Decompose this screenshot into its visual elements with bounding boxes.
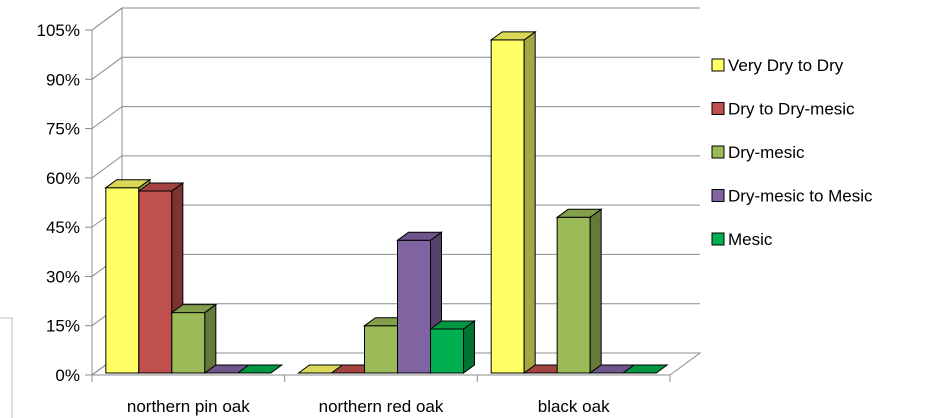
legend-item: Dry-mesic xyxy=(711,143,805,162)
y-tick-label: 0% xyxy=(55,366,80,385)
bar-top xyxy=(621,364,669,374)
bar xyxy=(489,30,537,374)
legend-item: Dry-mesic to Mesic xyxy=(711,187,873,206)
bar-front xyxy=(556,216,591,374)
x-tick-label: northern red oak xyxy=(319,397,444,416)
bar-top xyxy=(104,179,152,189)
legend-swatch xyxy=(711,232,725,246)
bar-front xyxy=(397,239,431,374)
legend-swatch xyxy=(711,102,725,115)
chart-frame-fragment xyxy=(0,317,13,418)
bar-front xyxy=(364,325,398,374)
bar-front xyxy=(171,312,206,374)
bar-top xyxy=(170,304,218,314)
legend-swatch xyxy=(711,58,725,72)
y-tick-label: 15% xyxy=(46,317,80,336)
legend-swatch xyxy=(711,145,725,159)
bar-top xyxy=(555,208,603,218)
bar-top xyxy=(395,231,444,241)
legend-item: Very Dry to Dry xyxy=(711,56,844,75)
legend-label: Mesic xyxy=(728,230,773,249)
legend-label: Very Dry to Dry xyxy=(728,56,844,75)
gridline xyxy=(91,7,700,31)
bar-side xyxy=(204,303,217,374)
y-tick-labels: 0% 15% 30% 45% 60% 75% 90% 105% xyxy=(37,21,80,385)
bar-front xyxy=(490,39,525,374)
legend-label: Dry to Dry-mesic xyxy=(728,100,855,119)
legend-item: Dry to Dry-mesic xyxy=(711,100,855,119)
y-tick-label: 30% xyxy=(46,267,80,286)
x-tick-label: northern pin oak xyxy=(127,397,250,416)
bar-front xyxy=(105,187,140,374)
bar xyxy=(621,364,669,374)
bar xyxy=(170,303,218,374)
bar xyxy=(236,364,284,374)
bar-side xyxy=(523,30,536,374)
bar-top xyxy=(489,31,537,41)
bar-side xyxy=(589,208,602,374)
bar-top xyxy=(236,364,284,374)
legend-label: Dry-mesic to Mesic xyxy=(728,187,873,206)
bar-top xyxy=(137,182,185,192)
legend: Very Dry to Dry Dry to Dry-mesic Dry-mesic… xyxy=(711,56,873,249)
bar-front xyxy=(430,328,464,374)
x-tick-labels: northern pin oak northern red oak black oa… xyxy=(127,397,610,416)
bars xyxy=(104,30,669,374)
frame-edge xyxy=(0,317,13,418)
y-tick-label: 45% xyxy=(46,218,80,237)
y-tick-label: 105% xyxy=(37,21,80,40)
legend-label: Dry-mesic xyxy=(728,143,805,162)
bar xyxy=(428,320,477,374)
bar-side xyxy=(463,320,475,374)
bar-front xyxy=(138,190,173,374)
legend-swatch xyxy=(711,189,725,202)
bar xyxy=(555,208,603,374)
y-tick-label: 60% xyxy=(46,169,80,188)
y-tick-label: 75% xyxy=(46,120,80,139)
axes xyxy=(85,29,671,382)
y-tick-label: 90% xyxy=(46,70,80,89)
x-tick-label: black oak xyxy=(538,397,610,416)
legend-item: Mesic xyxy=(711,230,773,249)
bar-top xyxy=(428,320,477,330)
